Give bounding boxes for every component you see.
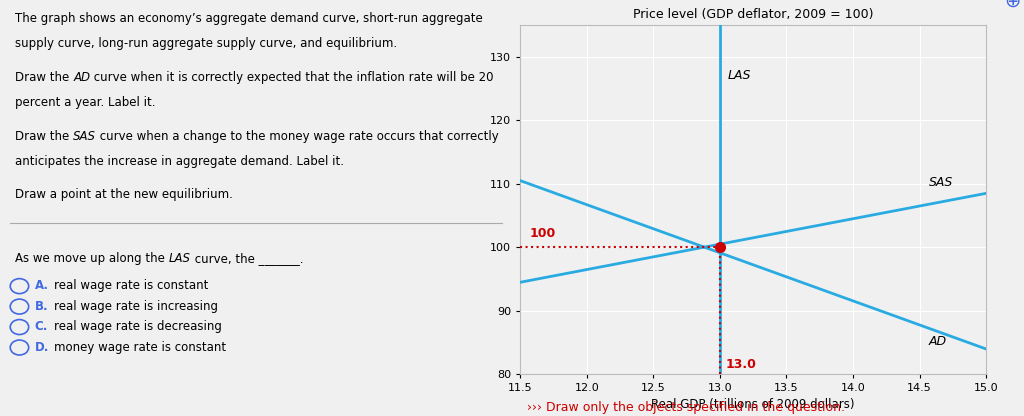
- Text: Draw the: Draw the: [15, 71, 74, 84]
- Title: Price level (GDP deflator, 2009 = 100): Price level (GDP deflator, 2009 = 100): [633, 8, 873, 21]
- Text: As we move up along the: As we move up along the: [15, 252, 169, 265]
- Text: 100: 100: [529, 227, 556, 240]
- X-axis label: Real GDP (trillions of 2009 dollars): Real GDP (trillions of 2009 dollars): [651, 398, 855, 411]
- Text: real wage rate is increasing: real wage rate is increasing: [53, 300, 218, 312]
- Text: A.: A.: [35, 279, 49, 292]
- Text: C.: C.: [35, 320, 48, 333]
- Text: curve, the _______.: curve, the _______.: [191, 252, 303, 265]
- Text: 13.0: 13.0: [725, 358, 756, 371]
- Text: supply curve, long-run aggregate supply curve, and equilibrium.: supply curve, long-run aggregate supply …: [15, 37, 397, 50]
- Text: AD: AD: [74, 71, 90, 84]
- Text: anticipates the increase in aggregate demand. Label it.: anticipates the increase in aggregate de…: [15, 155, 344, 168]
- Text: D.: D.: [35, 341, 49, 354]
- Text: LAS: LAS: [728, 69, 752, 82]
- Text: ⊕: ⊕: [1005, 0, 1021, 11]
- Text: money wage rate is constant: money wage rate is constant: [53, 341, 226, 354]
- Text: SAS: SAS: [929, 176, 953, 189]
- Text: real wage rate is decreasing: real wage rate is decreasing: [53, 320, 221, 333]
- Text: LAS: LAS: [169, 252, 191, 265]
- Text: ››› Draw only the objects specified in the question.: ››› Draw only the objects specified in t…: [527, 401, 846, 414]
- Text: Draw the: Draw the: [15, 130, 74, 143]
- Text: real wage rate is constant: real wage rate is constant: [53, 279, 208, 292]
- Text: B.: B.: [35, 300, 48, 312]
- Text: AD: AD: [929, 335, 947, 348]
- Text: percent a year. Label it.: percent a year. Label it.: [15, 96, 156, 109]
- Text: Draw a point at the new equilibrium.: Draw a point at the new equilibrium.: [15, 188, 233, 201]
- Text: curve when a change to the money wage rate occurs that correctly: curve when a change to the money wage ra…: [96, 130, 499, 143]
- Text: The graph shows an economy’s aggregate demand curve, short-run aggregate: The graph shows an economy’s aggregate d…: [15, 12, 483, 25]
- Text: SAS: SAS: [74, 130, 96, 143]
- Text: curve when it is correctly expected that the inflation rate will be 20: curve when it is correctly expected that…: [90, 71, 494, 84]
